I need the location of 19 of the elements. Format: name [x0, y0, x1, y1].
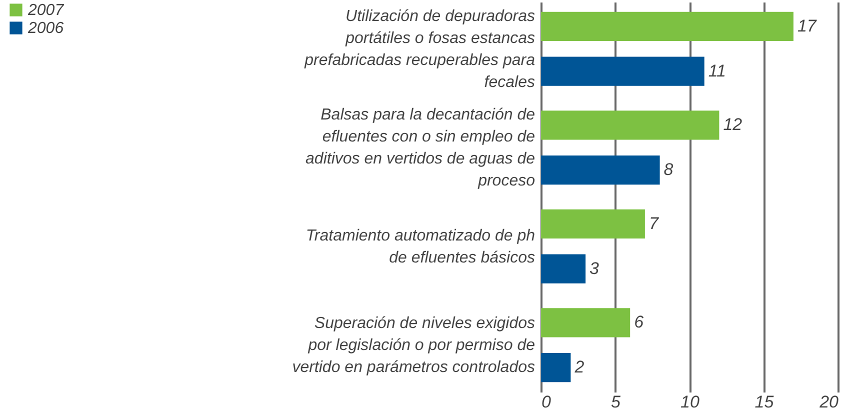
x-tick-label: 10: [680, 392, 700, 412]
data-label: 8: [664, 160, 674, 180]
data-label: 12: [723, 115, 743, 134]
data-label: 2: [574, 358, 585, 377]
data-label: 3: [590, 258, 600, 278]
x-tick-label: 20: [818, 392, 840, 412]
data-label: 7: [648, 214, 659, 233]
y-tick-label: Tratamiento automatizado de ph de efluentes básicos: [306, 227, 536, 266]
y-tick-label: Superación de niveles exigidos por legislación o por permiso de vertido en parámetros controlados: [292, 315, 536, 376]
data-label: 11: [708, 61, 726, 80]
legend-label: 2007: [27, 2, 65, 19]
x-tick-label: 5: [611, 392, 622, 412]
data-label: 17: [797, 16, 817, 36]
y-tick-label: Balsas para la decantación de efluentes con o sin empleo de aditivos en vertidos de aguas de proceso: [306, 106, 536, 190]
data-label: 6: [634, 312, 644, 332]
y-tick-label: Utilización de depuradoras portátiles o fosas estancas prefabricadas recuperables para fecales: [304, 8, 536, 91]
legend-label: 2006: [27, 20, 64, 37]
x-tick-label: 0: [542, 392, 552, 412]
x-tick-label: 15: [754, 392, 774, 412]
